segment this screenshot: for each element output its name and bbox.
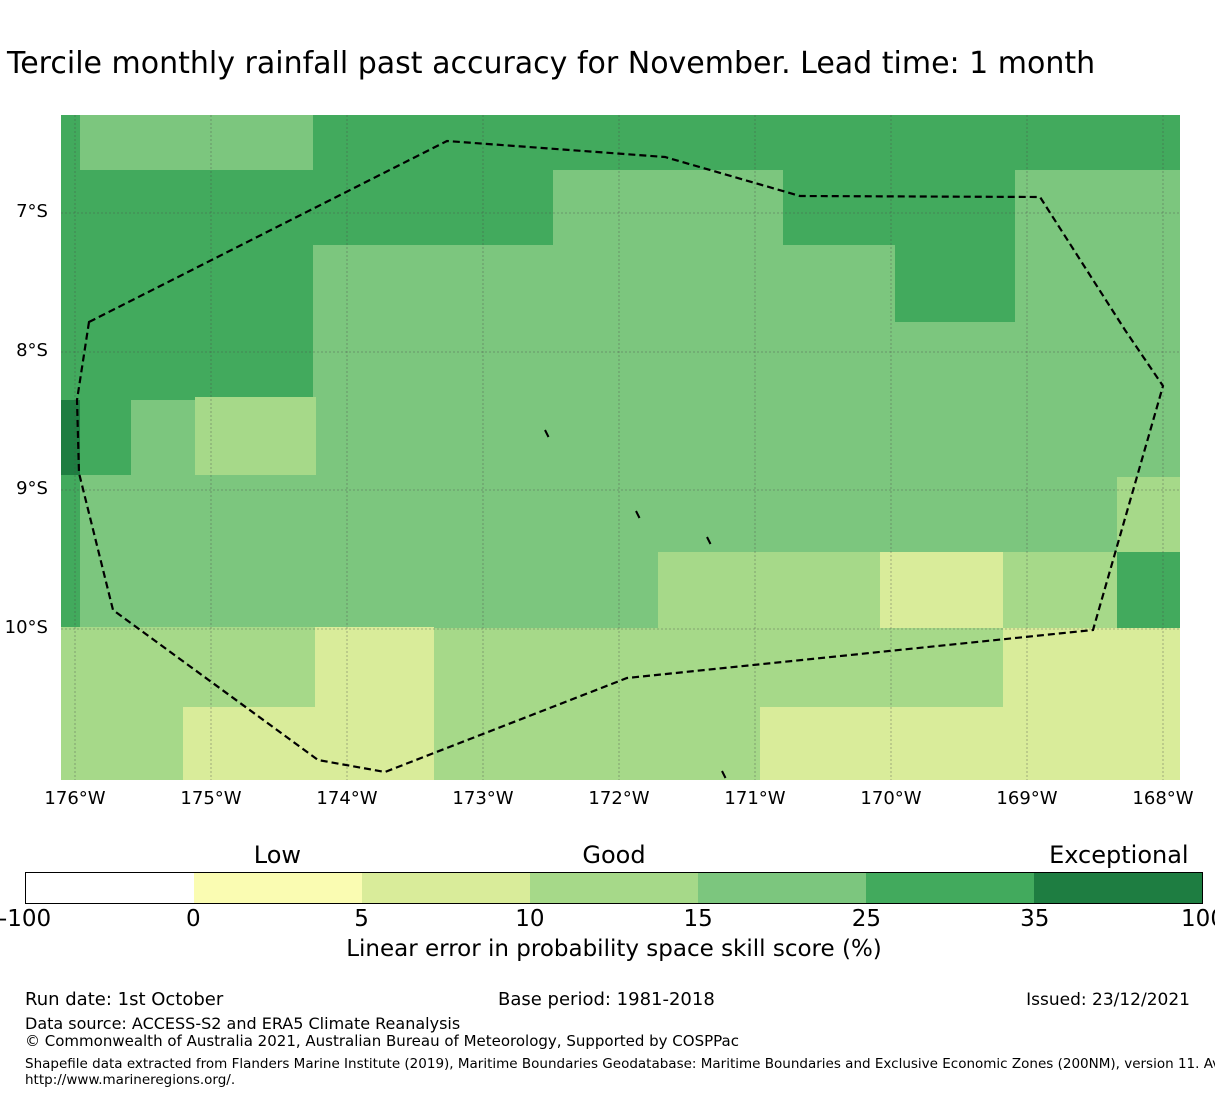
- x-tick-label: 170°W: [860, 788, 922, 809]
- colorbar-tick-label: 100: [1181, 906, 1215, 932]
- x-tick-label: 169°W: [996, 788, 1058, 809]
- colorbar-section-label: Low: [253, 841, 302, 869]
- footer-shapefile-url: http://www.marineregions.org/.: [25, 1072, 236, 1088]
- colorbar-segment: [530, 873, 698, 903]
- island-mark: [544, 429, 550, 438]
- island-mark: [635, 510, 641, 519]
- x-tick-label: 171°W: [724, 788, 786, 809]
- colorbar-tick-label: 10: [515, 906, 545, 932]
- map-cell: [195, 397, 316, 475]
- map-svg: [61, 115, 1180, 780]
- map-cell: [1117, 477, 1180, 552]
- map-cell: [315, 627, 434, 780]
- colorbar-segment: [698, 873, 866, 903]
- footer-base-period: Base period: 1981-2018: [498, 989, 715, 1010]
- colorbar-tick-label: 25: [851, 906, 882, 932]
- colorbar-tick-label: 5: [354, 906, 369, 932]
- map-cell: [880, 552, 1003, 628]
- x-tick-label: 173°W: [452, 788, 514, 809]
- x-tick-label: 175°W: [180, 788, 242, 809]
- map-cell: [783, 170, 895, 245]
- colorbar: [25, 872, 1203, 904]
- map-area: [61, 115, 1180, 780]
- eez-boundary: [75, 139, 1165, 774]
- footer-issued-date: Issued: 23/12/2021: [1026, 990, 1190, 1010]
- island-mark: [706, 536, 712, 545]
- y-tick-label: 10°S: [4, 617, 48, 638]
- map-cell: [658, 552, 880, 628]
- colorbar-tick-label: 35: [1020, 906, 1050, 932]
- map-cell: [80, 170, 313, 400]
- y-tick-label: 9°S: [16, 478, 48, 499]
- map-cell: [61, 115, 80, 630]
- colorbar-segment: [194, 873, 362, 903]
- colorbar-segment: [866, 873, 1034, 903]
- y-tick-label: 7°S: [16, 201, 48, 222]
- colorbar-section-label: Exceptional: [1049, 841, 1189, 869]
- map-cell: [61, 627, 316, 707]
- island-mark: [721, 770, 727, 779]
- map-cell: [895, 115, 1015, 322]
- footer-run-date: Run date: 1st October: [25, 989, 224, 1010]
- x-tick-label: 174°W: [316, 788, 378, 809]
- map-cell: [1003, 552, 1117, 628]
- map-cell: [61, 707, 183, 780]
- colorbar-segment: [26, 873, 194, 903]
- x-tick-label: 176°W: [44, 788, 106, 809]
- colorbar-segment: [362, 873, 530, 903]
- x-tick-label: 172°W: [588, 788, 650, 809]
- y-tick-label: 8°S: [16, 340, 48, 361]
- colorbar-tick-label: -100: [0, 906, 52, 932]
- map-cell: [313, 170, 553, 245]
- footer-shapefile-note: Shapefile data extracted from Flanders M…: [25, 1056, 1215, 1072]
- colorbar-tick-label: 0: [185, 906, 201, 932]
- colorbar-tick-label: 15: [683, 906, 713, 932]
- colorbar-section-label: Good: [582, 841, 646, 869]
- colorbar-segment: [1034, 873, 1202, 903]
- map-cell: [183, 707, 315, 780]
- map-cell: [80, 400, 131, 475]
- map-cell: [760, 707, 1003, 780]
- footer-copyright: © Commonwealth of Australia 2021, Austra…: [25, 1032, 739, 1050]
- footer-data-source: Data source: ACCESS-S2 and ERA5 Climate …: [25, 1014, 461, 1033]
- colorbar-caption: Linear error in probability space skill …: [346, 936, 882, 962]
- x-tick-label: 168°W: [1132, 788, 1194, 809]
- map-cell: [1117, 552, 1180, 628]
- map-cell: [1003, 628, 1180, 780]
- chart-title: Tercile monthly rainfall past accuracy f…: [7, 46, 1096, 81]
